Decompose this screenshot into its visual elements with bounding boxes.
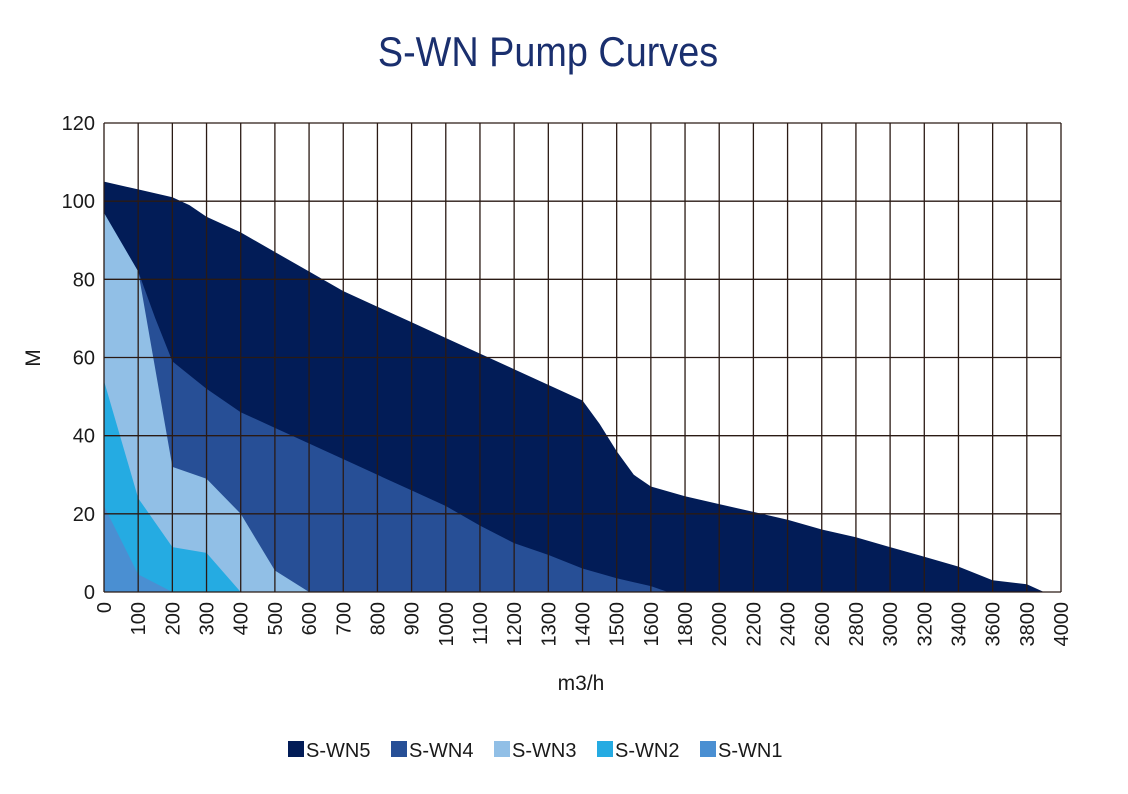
x-tick-label: 300 bbox=[197, 602, 219, 635]
legend-swatch-s-wn5 bbox=[288, 741, 304, 757]
x-tick-label: 900 bbox=[402, 602, 424, 635]
x-tick-label: 3000 bbox=[880, 602, 902, 647]
y-tick-label: 80 bbox=[73, 269, 95, 291]
series-area-s-wn4 bbox=[104, 212, 668, 592]
x-tick-label: 3200 bbox=[914, 602, 936, 647]
legend-swatch-s-wn4 bbox=[391, 741, 407, 757]
x-tick-label: 2200 bbox=[743, 602, 765, 647]
chart-title: S-WN Pump Curves bbox=[377, 28, 719, 75]
legend-label-s-wn1: S-WN1 bbox=[718, 740, 782, 762]
x-tick-label: 400 bbox=[231, 602, 253, 635]
y-axis-ticks: 0 20 40 60 80 100 120 bbox=[62, 113, 95, 604]
x-tick-label: 700 bbox=[333, 602, 355, 635]
y-tick-label: 0 bbox=[84, 582, 95, 604]
x-tick-label: 2600 bbox=[812, 602, 834, 647]
y-tick-label: 120 bbox=[62, 113, 95, 135]
x-tick-label: 1300 bbox=[538, 602, 560, 647]
y-axis-label: M bbox=[22, 349, 45, 367]
legend: S-WN5 S-WN4 S-WN3 S-WN2 S-WN1 bbox=[288, 740, 782, 762]
x-tick-label: 1000 bbox=[436, 602, 458, 647]
series-areas bbox=[104, 181, 1044, 592]
x-tick-label: 3600 bbox=[983, 602, 1005, 647]
x-axis-ticks: 0 100 200 300 400 500 600 700 800 900 1000 1100 1200… bbox=[94, 602, 1073, 647]
grid-lines bbox=[103, 122, 1062, 593]
x-tick-label: 800 bbox=[367, 602, 389, 635]
x-tick-label: 0 bbox=[94, 602, 116, 613]
x-tick-label: 2400 bbox=[778, 602, 800, 647]
x-tick-label: 1500 bbox=[607, 602, 629, 647]
x-tick-label: 1100 bbox=[470, 602, 492, 645]
legend-label-s-wn3: S-WN3 bbox=[512, 740, 576, 762]
x-tick-label: 3400 bbox=[948, 602, 970, 647]
series-area-s-wn1 bbox=[104, 506, 173, 592]
x-tick-label: 4000 bbox=[1051, 602, 1073, 647]
x-tick-label: 2000 bbox=[709, 602, 731, 647]
x-tick-label: 200 bbox=[162, 602, 184, 635]
x-tick-label: 600 bbox=[299, 602, 321, 635]
x-tick-label: 1800 bbox=[675, 602, 697, 647]
x-tick-label: 500 bbox=[265, 602, 287, 635]
x-tick-label: 100 bbox=[128, 602, 150, 635]
legend-swatch-s-wn3 bbox=[494, 741, 510, 757]
x-tick-label: 1600 bbox=[641, 602, 663, 647]
y-tick-label: 100 bbox=[62, 191, 95, 213]
legend-label-s-wn2: S-WN2 bbox=[615, 740, 679, 762]
legend-swatch-s-wn1 bbox=[700, 741, 716, 757]
x-tick-label: 2800 bbox=[846, 602, 868, 647]
x-axis-label: m3/h bbox=[558, 672, 605, 695]
y-tick-label: 60 bbox=[73, 348, 95, 370]
legend-swatch-s-wn2 bbox=[597, 741, 613, 757]
y-tick-label: 40 bbox=[73, 426, 95, 448]
x-tick-label: 3800 bbox=[1017, 602, 1039, 647]
y-tick-label: 20 bbox=[73, 504, 95, 526]
x-tick-label: 1400 bbox=[573, 602, 595, 647]
series-area-s-wn3 bbox=[104, 212, 310, 592]
legend-label-s-wn5: S-WN5 bbox=[306, 740, 370, 762]
legend-label-s-wn4: S-WN4 bbox=[409, 740, 473, 762]
x-tick-label: 1200 bbox=[504, 602, 526, 647]
